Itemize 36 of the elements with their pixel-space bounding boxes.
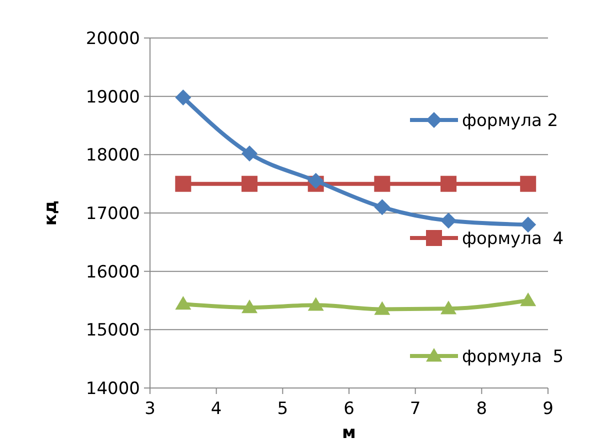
legend-label: формула 5 <box>462 346 564 367</box>
x-tick-label: 8 <box>476 399 488 419</box>
point <box>520 216 536 233</box>
point <box>308 297 324 311</box>
point <box>175 296 192 310</box>
point <box>440 300 456 314</box>
legend-label: формула 2 <box>462 110 558 131</box>
point <box>374 176 390 192</box>
y-tick-label: 18000 <box>86 146 140 166</box>
x-tick-label: 4 <box>210 399 222 419</box>
point <box>520 176 536 192</box>
point <box>175 90 192 106</box>
x-tick-label: 9 <box>542 399 554 419</box>
point <box>520 292 536 306</box>
x-tick-label: 7 <box>410 399 421 419</box>
x-tick-label: 5 <box>277 399 288 419</box>
y-tick-label: 17000 <box>86 204 140 224</box>
y-tick-label: 14000 <box>86 378 140 399</box>
y-tick-label: 20000 <box>86 28 140 49</box>
point <box>440 176 456 192</box>
x-tick-label: 3 <box>144 399 156 419</box>
point <box>374 199 390 216</box>
y-tick-label: 15000 <box>86 320 140 341</box>
legend-label: формула 4 <box>462 228 564 249</box>
point <box>175 176 192 192</box>
y-axis-title: кд <box>41 200 61 226</box>
point <box>242 300 258 314</box>
point <box>242 146 258 162</box>
point <box>308 172 324 189</box>
y-tick-label: 19000 <box>86 87 140 108</box>
point <box>440 212 456 229</box>
point <box>242 176 258 192</box>
x-axis-title: м <box>342 423 356 443</box>
point <box>374 301 390 315</box>
y-tick-label: 16000 <box>86 262 140 282</box>
x-tick-label: 6 <box>344 399 354 419</box>
